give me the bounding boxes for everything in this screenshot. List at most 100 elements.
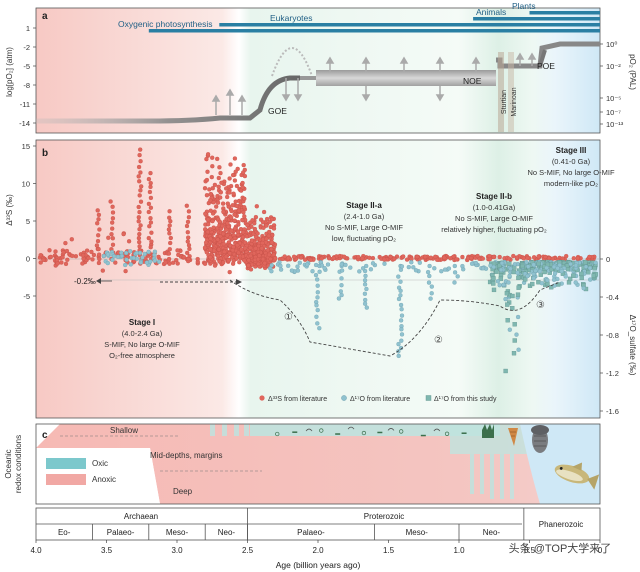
d33s-point: [136, 204, 141, 210]
d33s-point: [246, 258, 251, 263]
b-right-tick: -1.6: [606, 407, 619, 416]
d17o-lit-point: [278, 263, 283, 269]
d17o-lit-point: [142, 251, 147, 257]
d33s-point: [110, 210, 116, 215]
d17o-lit-point: [119, 253, 125, 259]
d33s-point: [185, 219, 191, 225]
b-left-tick: 15: [22, 142, 30, 151]
d33s-point: [96, 260, 102, 266]
d17o-lit-point: [339, 276, 344, 281]
d33s-point: [84, 248, 90, 253]
panel-a-right-axis: 10⁰ 10⁻² 10⁻⁵ 10⁻⁷ 10⁻¹³: [600, 40, 624, 129]
d17o-lit-point: [295, 264, 300, 269]
d33s-point: [113, 260, 118, 265]
d33s-point: [264, 223, 269, 228]
d33s-point: [229, 228, 234, 233]
svg-text:low, fluctuating pO₂: low, fluctuating pO₂: [332, 234, 396, 243]
stage-3-text: Stage III (0.41-0 Ga) No S-MIF, No large…: [527, 146, 615, 188]
d33s-point: [475, 253, 480, 259]
d33s-point: [448, 256, 453, 261]
d33s-point: [55, 261, 60, 266]
d33s-point: [214, 204, 219, 209]
bar-0: [148, 29, 601, 33]
d17o-lit-point: [551, 264, 557, 270]
svg-text:No S-MIF, Large O-MIF: No S-MIF, Large O-MIF: [325, 223, 403, 232]
d33s-point: [246, 263, 251, 268]
d17o-lit-point: [325, 262, 331, 267]
d17o-lit-point: [425, 269, 431, 275]
d33s-point: [260, 220, 266, 225]
d33s-point: [433, 254, 438, 259]
d33s-point: [221, 231, 226, 236]
d33s-point: [69, 237, 74, 242]
cloudina-icon: [508, 428, 518, 446]
d33s-point: [138, 223, 143, 228]
d33s-point: [48, 254, 53, 260]
d17o-lit-point: [406, 264, 411, 270]
d33s-point: [234, 203, 240, 209]
d17o-lit-point: [442, 267, 448, 272]
d33s-point: [217, 165, 222, 170]
d17o-lit-point: [338, 289, 343, 294]
d33s-point: [233, 169, 238, 174]
d33s-point: [546, 256, 552, 261]
d33s-point: [242, 258, 247, 263]
d33s-point: [587, 254, 592, 260]
d33s-point: [210, 211, 216, 216]
d33s-point: [146, 209, 151, 215]
d33s-point: [228, 235, 233, 240]
a-left-tick: -2: [23, 43, 30, 52]
d17o-lit-point: [269, 263, 274, 268]
d17o-lit-point: [426, 280, 432, 285]
d33s-point: [148, 184, 153, 190]
a-right-tick: 10⁻¹³: [606, 120, 624, 129]
d33s-point: [242, 196, 247, 201]
d33s-point: [96, 217, 101, 222]
d17o-lit-point: [123, 262, 128, 268]
d33s-point: [148, 220, 154, 225]
d33s-point: [382, 257, 387, 262]
d33s-point: [65, 257, 70, 262]
d33s-point: [291, 254, 297, 259]
d17o-lit-point: [105, 252, 111, 257]
d17o-lit-point: [278, 267, 284, 272]
d33s-point: [415, 254, 420, 260]
d17o-lit-point: [398, 279, 403, 284]
d33s-point: [282, 254, 287, 259]
d17o-study-point: [549, 267, 554, 272]
d33s-point: [137, 179, 142, 184]
d17o-lit-point: [140, 255, 145, 260]
d17o-study-point: [515, 292, 521, 297]
x-tick: 2.0: [312, 546, 324, 555]
d33s-point: [237, 260, 242, 265]
d17o-lit-point: [429, 291, 434, 296]
b-right-tick: 0: [606, 255, 610, 264]
d33s-point: [95, 208, 100, 213]
d17o-lit-point: [469, 261, 475, 266]
d33s-point: [360, 256, 365, 261]
d17o-lit-point: [501, 282, 506, 287]
d17o-lit-point: [473, 260, 479, 266]
panel-b-right-label: Δ¹⁷O_sulfate (‰): [628, 315, 637, 376]
d17o-lit-point: [498, 267, 504, 273]
d17o-study-point: [491, 281, 496, 286]
d33s-point: [480, 256, 485, 261]
d33s-point: [564, 253, 569, 259]
d33s-point: [266, 233, 271, 238]
d33s-point: [97, 227, 102, 232]
d17o-lit-point: [315, 321, 320, 326]
d33s-point: [59, 260, 64, 265]
fish-icon: [554, 462, 600, 490]
b-left-tick: -5: [23, 292, 30, 301]
d33s-point: [217, 259, 222, 264]
d17o-study-point: [523, 277, 528, 282]
d17o-lit-point: [455, 274, 460, 279]
d17o-lit-point: [314, 314, 319, 319]
fossil-icons: [275, 424, 600, 490]
d17o-lit-point: [399, 327, 404, 332]
d17o-lit-point: [439, 269, 444, 274]
d17o-lit-point: [156, 259, 162, 264]
zone-shallow: Shallow: [110, 426, 138, 435]
d17o-study-point: [579, 275, 584, 281]
d33s-point: [261, 225, 266, 230]
